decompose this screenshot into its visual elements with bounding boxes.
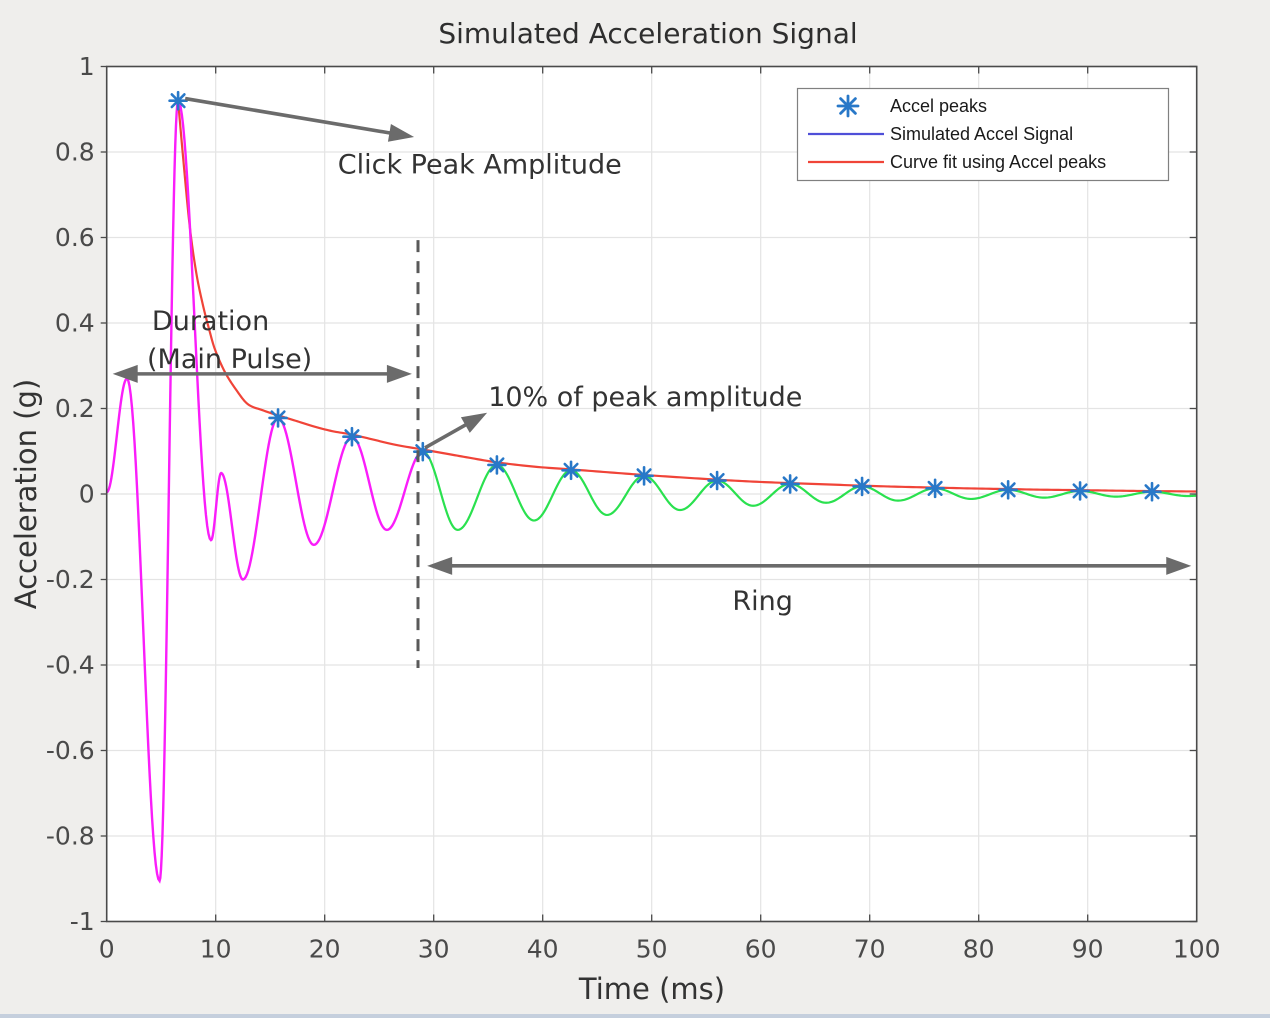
x-tick-label: 50	[636, 935, 668, 964]
annotations: Click Peak Amplitude Duration (Main Pulse)…	[112, 96, 1192, 617]
grid	[106, 66, 1197, 922]
arrowhead	[112, 364, 138, 383]
y-tick-label: -0.2	[46, 565, 95, 594]
y-axis-label: Acceleration (g)	[9, 379, 43, 609]
legend-label-simulated-signal: Simulated Accel Signal	[890, 124, 1073, 144]
accel-peak-marker	[998, 480, 1018, 500]
accel-peak-marker	[707, 470, 727, 491]
x-tick-label: 60	[745, 935, 777, 964]
arrowhead	[387, 124, 415, 142]
accel-peak-marker	[342, 426, 362, 447]
curve-fit-line	[176, 100, 1197, 493]
y-tick-label: 0	[79, 480, 95, 509]
chart-title: Simulated Acceleration Signal	[438, 17, 857, 50]
y-tick-label: 0.4	[55, 309, 95, 338]
accel-peak-marker	[561, 460, 581, 481]
duration-annotation-line2: (Main Pulse)	[147, 344, 312, 375]
ring-double-arrow	[427, 556, 1192, 575]
y-tick-label: 1	[79, 52, 95, 81]
arrowhead	[427, 556, 453, 575]
click-peak-annotation: Click Peak Amplitude	[338, 149, 622, 180]
y-tick-label: -1	[70, 907, 95, 936]
accel-peak-markers	[168, 90, 1162, 502]
y-tick-label: 0.8	[55, 138, 95, 167]
accel-peak-marker	[1142, 481, 1162, 502]
accel-peak-marker	[852, 476, 872, 497]
tick-labels: 0 10 20 30 40 50 60 70 80 90 100 1 0.8 0.6 0.4 0.2 0 -0.2…	[46, 52, 1221, 964]
ten-percent-arrow	[424, 412, 488, 450]
accel-peak-marker	[925, 478, 945, 499]
y-tick-label: -0.8	[46, 822, 95, 851]
accel-peak-marker	[487, 455, 507, 475]
accel-peak-marker	[634, 466, 654, 486]
accel-peak-marker	[1070, 481, 1090, 501]
legend-samples	[808, 94, 884, 164]
ring-annotation: Ring	[732, 586, 793, 617]
accel-peak-marker	[780, 474, 800, 494]
accel-peak-marker	[268, 408, 288, 428]
accel-peak-marker	[168, 90, 188, 111]
x-tick-label: 90	[1072, 935, 1104, 964]
x-tick-label: 80	[963, 935, 995, 964]
legend-label-curve-fit: Curve fit using Accel peaks	[890, 152, 1106, 172]
arrowhead	[1166, 556, 1192, 575]
x-tick-label: 30	[418, 935, 450, 964]
x-tick-label: 100	[1173, 935, 1221, 964]
click-peak-arrow	[184, 96, 415, 142]
axis-ticks	[100, 65, 1198, 923]
x-tick-label: 10	[200, 935, 232, 964]
y-tick-label: 0.6	[55, 223, 95, 252]
window-bottom-edge	[0, 1014, 1270, 1018]
arrowhead	[460, 412, 488, 433]
y-tick-label: 0.2	[55, 394, 95, 423]
x-tick-label: 40	[527, 935, 559, 964]
x-axis-label: Time (ms)	[578, 972, 725, 1006]
arrowhead	[386, 364, 412, 383]
x-tick-label: 20	[309, 935, 341, 964]
y-tick-label: -0.6	[46, 736, 95, 765]
signal-ring-line	[422, 450, 1197, 532]
legend: Accel peaks Simulated Accel Signal Curve…	[796, 87, 1170, 182]
y-tick-label: -0.4	[46, 651, 95, 680]
x-tick-label: 0	[99, 935, 115, 964]
legend-label-accel-peaks: Accel peaks	[890, 96, 987, 116]
duration-annotation-line1: Duration	[152, 306, 269, 337]
ten-percent-annotation: 10% of peak amplitude	[488, 382, 802, 413]
duration-double-arrow	[112, 364, 412, 383]
accel-peak-marker	[836, 94, 860, 118]
x-tick-label: 70	[854, 935, 886, 964]
